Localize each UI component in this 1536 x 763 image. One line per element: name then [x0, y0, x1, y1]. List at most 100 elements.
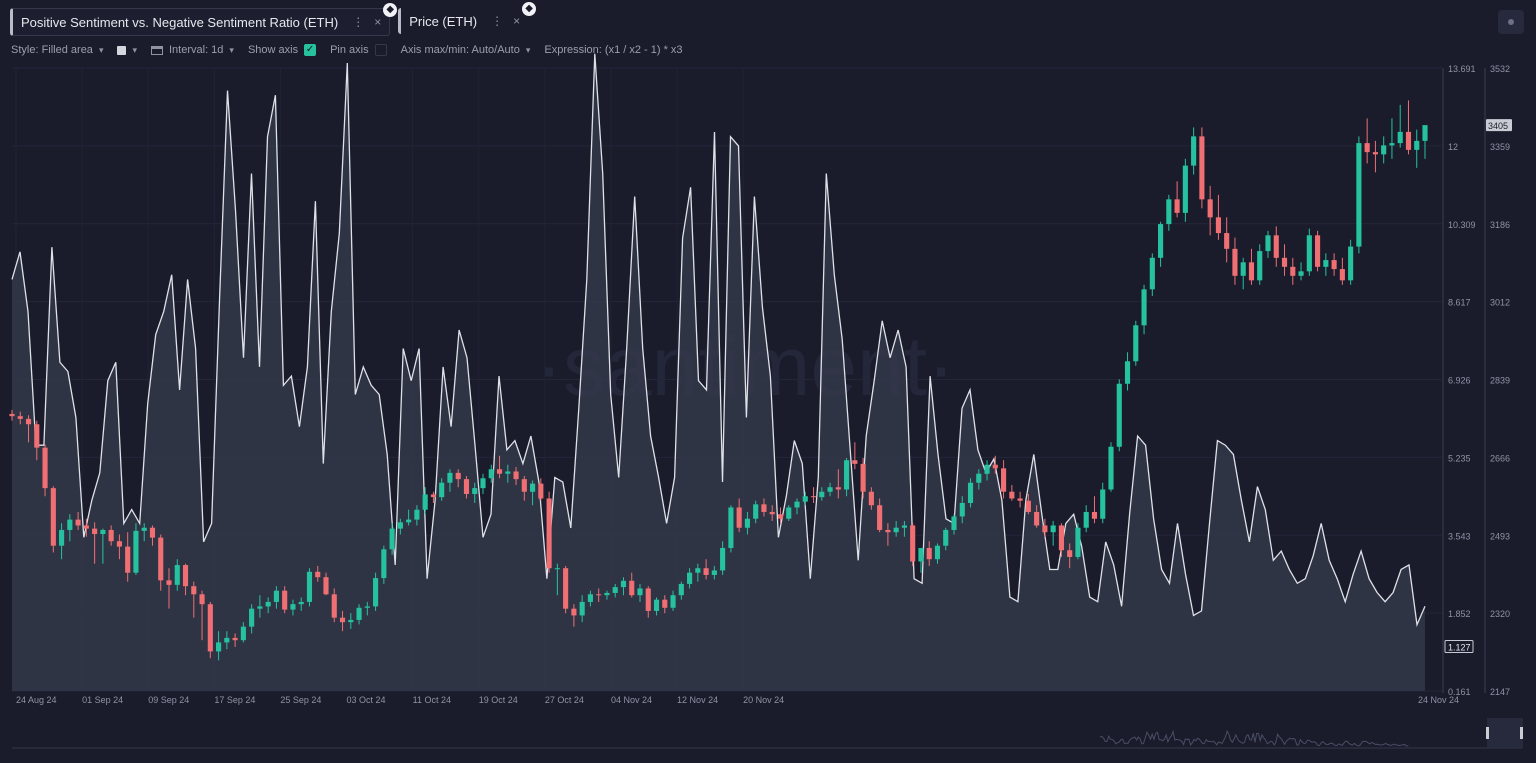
price-candle	[852, 442, 858, 470]
price-candle	[1215, 194, 1221, 240]
price-candle	[885, 523, 891, 546]
axis-range-dropdown[interactable]: Axis max/min: Auto/Auto ▾	[401, 44, 531, 56]
price-candle	[1339, 257, 1345, 285]
navigator-window[interactable]	[1487, 718, 1523, 748]
options-button[interactable]	[1498, 10, 1524, 34]
price-candle	[348, 613, 354, 629]
price-candle	[744, 511, 750, 535]
price-candle	[587, 590, 593, 607]
price-candle	[926, 541, 932, 566]
candle-body	[50, 488, 56, 546]
candle-body	[703, 568, 709, 575]
close-icon[interactable]: ×	[374, 15, 382, 29]
price-candle	[257, 595, 263, 618]
series-tab-price[interactable]: Price (ETH) ⋮ × ◆	[398, 2, 537, 34]
price-candle	[1050, 520, 1056, 546]
price-candle	[133, 523, 139, 575]
candle-body	[364, 606, 370, 608]
color-picker[interactable]: ▾	[117, 45, 137, 56]
right-last-value-badge	[1486, 119, 1512, 132]
candle-body	[505, 471, 511, 474]
price-candle	[1290, 257, 1296, 285]
right-axis-tick-label: 2320	[1490, 609, 1510, 619]
show-axis-toggle[interactable]: Show axis ✓	[248, 44, 317, 56]
price-candle	[1133, 320, 1139, 366]
price-candle	[207, 601, 213, 659]
price-candle	[893, 520, 899, 537]
candle-body	[852, 460, 858, 464]
left-axis-tick-label: 13.691	[1448, 64, 1476, 74]
close-icon[interactable]: ×	[513, 14, 521, 28]
navigator-strip[interactable]	[12, 718, 1523, 749]
candle-body	[133, 530, 139, 573]
expression-field[interactable]: Expression: (x1 / x2 - 1) * x3	[544, 44, 682, 56]
more-options-icon[interactable]: ⋮	[352, 15, 365, 29]
price-candle	[1315, 230, 1321, 272]
price-candle	[422, 487, 428, 515]
candle-body	[1364, 143, 1370, 153]
checkmark-icon[interactable]: ✓	[304, 44, 317, 56]
series-tab-sentiment-ratio[interactable]: Positive Sentiment vs. Negative Sentimen…	[10, 3, 398, 36]
candle-body	[1348, 246, 1354, 281]
color-swatch	[117, 45, 127, 55]
price-candle	[67, 514, 73, 542]
price-candle	[794, 498, 800, 515]
series-tab-label: Price (ETH)	[409, 13, 478, 29]
candle-body	[893, 527, 899, 533]
price-candle	[282, 586, 288, 614]
navigator-handle-right[interactable]	[1520, 727, 1523, 739]
candle-body	[959, 502, 965, 517]
candle-body	[1149, 257, 1155, 290]
price-candle	[373, 572, 379, 611]
price-candle	[835, 469, 841, 499]
candle-body	[976, 473, 982, 483]
pin-axis-label: Pin axis	[330, 44, 369, 56]
interval-dropdown[interactable]: Interval: 1d ▾	[151, 44, 234, 56]
price-candle	[1025, 493, 1031, 515]
price-candle	[505, 464, 511, 483]
price-candle	[397, 518, 403, 535]
price-candle	[1257, 244, 1263, 285]
navigator-handle-left[interactable]	[1486, 727, 1489, 739]
price-candle	[1100, 482, 1106, 524]
price-candle	[488, 464, 494, 483]
candle-body	[1273, 235, 1279, 258]
candle-body	[1058, 525, 1064, 551]
candle-body	[711, 570, 717, 575]
price-candle	[1265, 230, 1271, 258]
price-candle	[810, 487, 817, 503]
price-candle	[17, 411, 23, 425]
price-candle	[182, 563, 189, 596]
price-candle	[249, 604, 255, 634]
checkbox-empty[interactable]	[374, 44, 387, 56]
price-candle	[703, 559, 709, 580]
price-candle	[678, 581, 684, 600]
candle-body	[1381, 145, 1387, 155]
more-options-icon[interactable]: ⋮	[491, 14, 504, 28]
price-candle	[265, 597, 271, 614]
price-candle	[943, 527, 949, 551]
candle-body	[42, 447, 48, 489]
price-candle	[83, 518, 89, 537]
candle-body	[141, 527, 147, 531]
candle-body	[199, 594, 205, 605]
price-candle	[530, 480, 536, 506]
price-candle	[447, 469, 453, 492]
candle-body	[563, 568, 569, 609]
price-candle	[1381, 136, 1387, 164]
price-candle	[1207, 185, 1213, 236]
candle-body	[25, 418, 32, 425]
style-dropdown[interactable]: Style: Filled area ▾	[11, 44, 103, 56]
x-axis-tick-label: 12 Nov 24	[677, 695, 718, 705]
candle-body	[59, 529, 65, 546]
candle-body	[612, 587, 618, 593]
candle-body	[1116, 383, 1122, 447]
candle-body	[992, 464, 998, 469]
candle-body	[604, 592, 610, 596]
candle-body	[1339, 269, 1345, 281]
candle-body	[1207, 199, 1213, 218]
price-candle	[1158, 221, 1164, 267]
pin-axis-toggle[interactable]: Pin axis	[330, 44, 387, 56]
price-candle	[1422, 125, 1428, 159]
